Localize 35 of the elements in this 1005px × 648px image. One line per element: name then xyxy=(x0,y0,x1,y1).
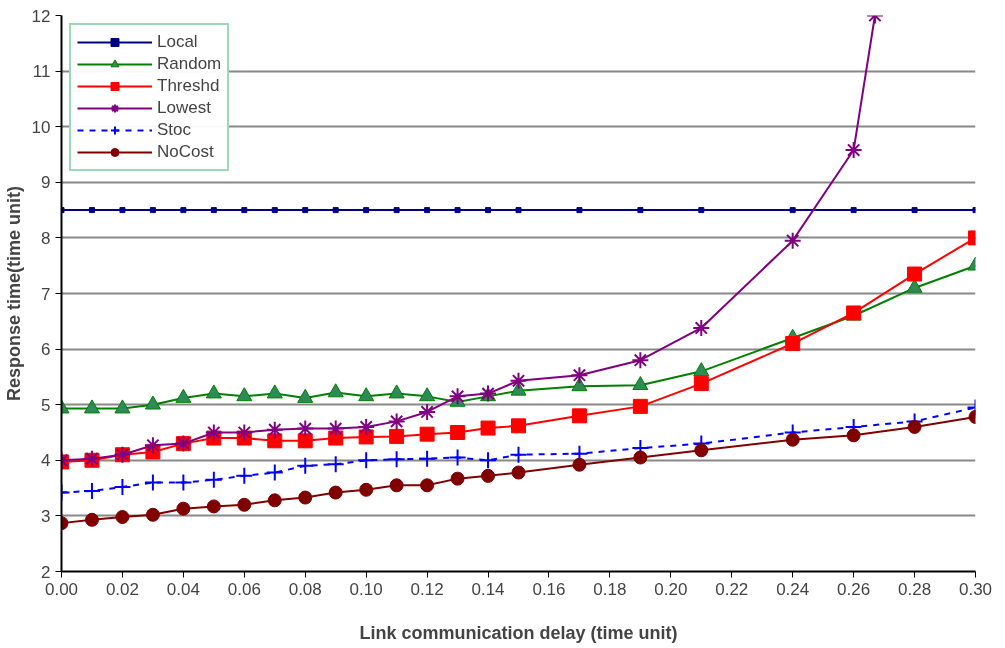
x-tick-label: 0.08 xyxy=(288,579,322,599)
x-tick-label: 0.02 xyxy=(105,579,139,599)
x-tick-label: 0.10 xyxy=(349,579,383,599)
y-tick-label: 6 xyxy=(41,340,51,360)
x-tick-label: 0.22 xyxy=(715,579,749,599)
legend-label: Lowest xyxy=(157,97,211,119)
y-tick-label: 8 xyxy=(41,228,51,248)
x-tick-label: 0.20 xyxy=(654,579,688,599)
y-tick-label: 2 xyxy=(41,562,51,582)
legend-label: Threshd xyxy=(157,75,220,97)
y-tick-label: 7 xyxy=(41,284,51,304)
x-tick-label: 0.30 xyxy=(958,579,993,599)
legend-label: Local xyxy=(157,31,198,53)
y-axis-title: Response time(time unit) xyxy=(3,185,24,402)
x-tick-label: 0.06 xyxy=(227,579,261,599)
y-tick-label: 5 xyxy=(41,395,51,415)
y-tick-label: 10 xyxy=(31,117,51,137)
x-tick-label: 0.24 xyxy=(776,579,810,599)
y-tick-label: 9 xyxy=(41,173,51,193)
x-tick-label: 0.16 xyxy=(532,579,566,599)
y-tick-label: 12 xyxy=(31,6,51,26)
x-tick-label: 0.28 xyxy=(898,579,932,599)
x-tick-label: 0.18 xyxy=(593,579,627,599)
legend-label: Random xyxy=(157,53,222,75)
x-tick-label: 0.14 xyxy=(471,579,505,599)
x-tick-label: 0.26 xyxy=(837,579,871,599)
legend-label: NoCost xyxy=(157,141,214,163)
legend-label: Stoc xyxy=(157,119,192,141)
x-tick-label: 0.04 xyxy=(166,579,200,599)
y-tick-label: 3 xyxy=(41,506,51,526)
x-tick-label: 0.00 xyxy=(44,579,79,599)
y-tick-label: 4 xyxy=(41,451,51,471)
y-tick-label: 11 xyxy=(32,62,51,82)
x-axis-title: Link communication delay (time unit) xyxy=(359,622,678,643)
x-tick-label: 0.12 xyxy=(410,579,444,599)
